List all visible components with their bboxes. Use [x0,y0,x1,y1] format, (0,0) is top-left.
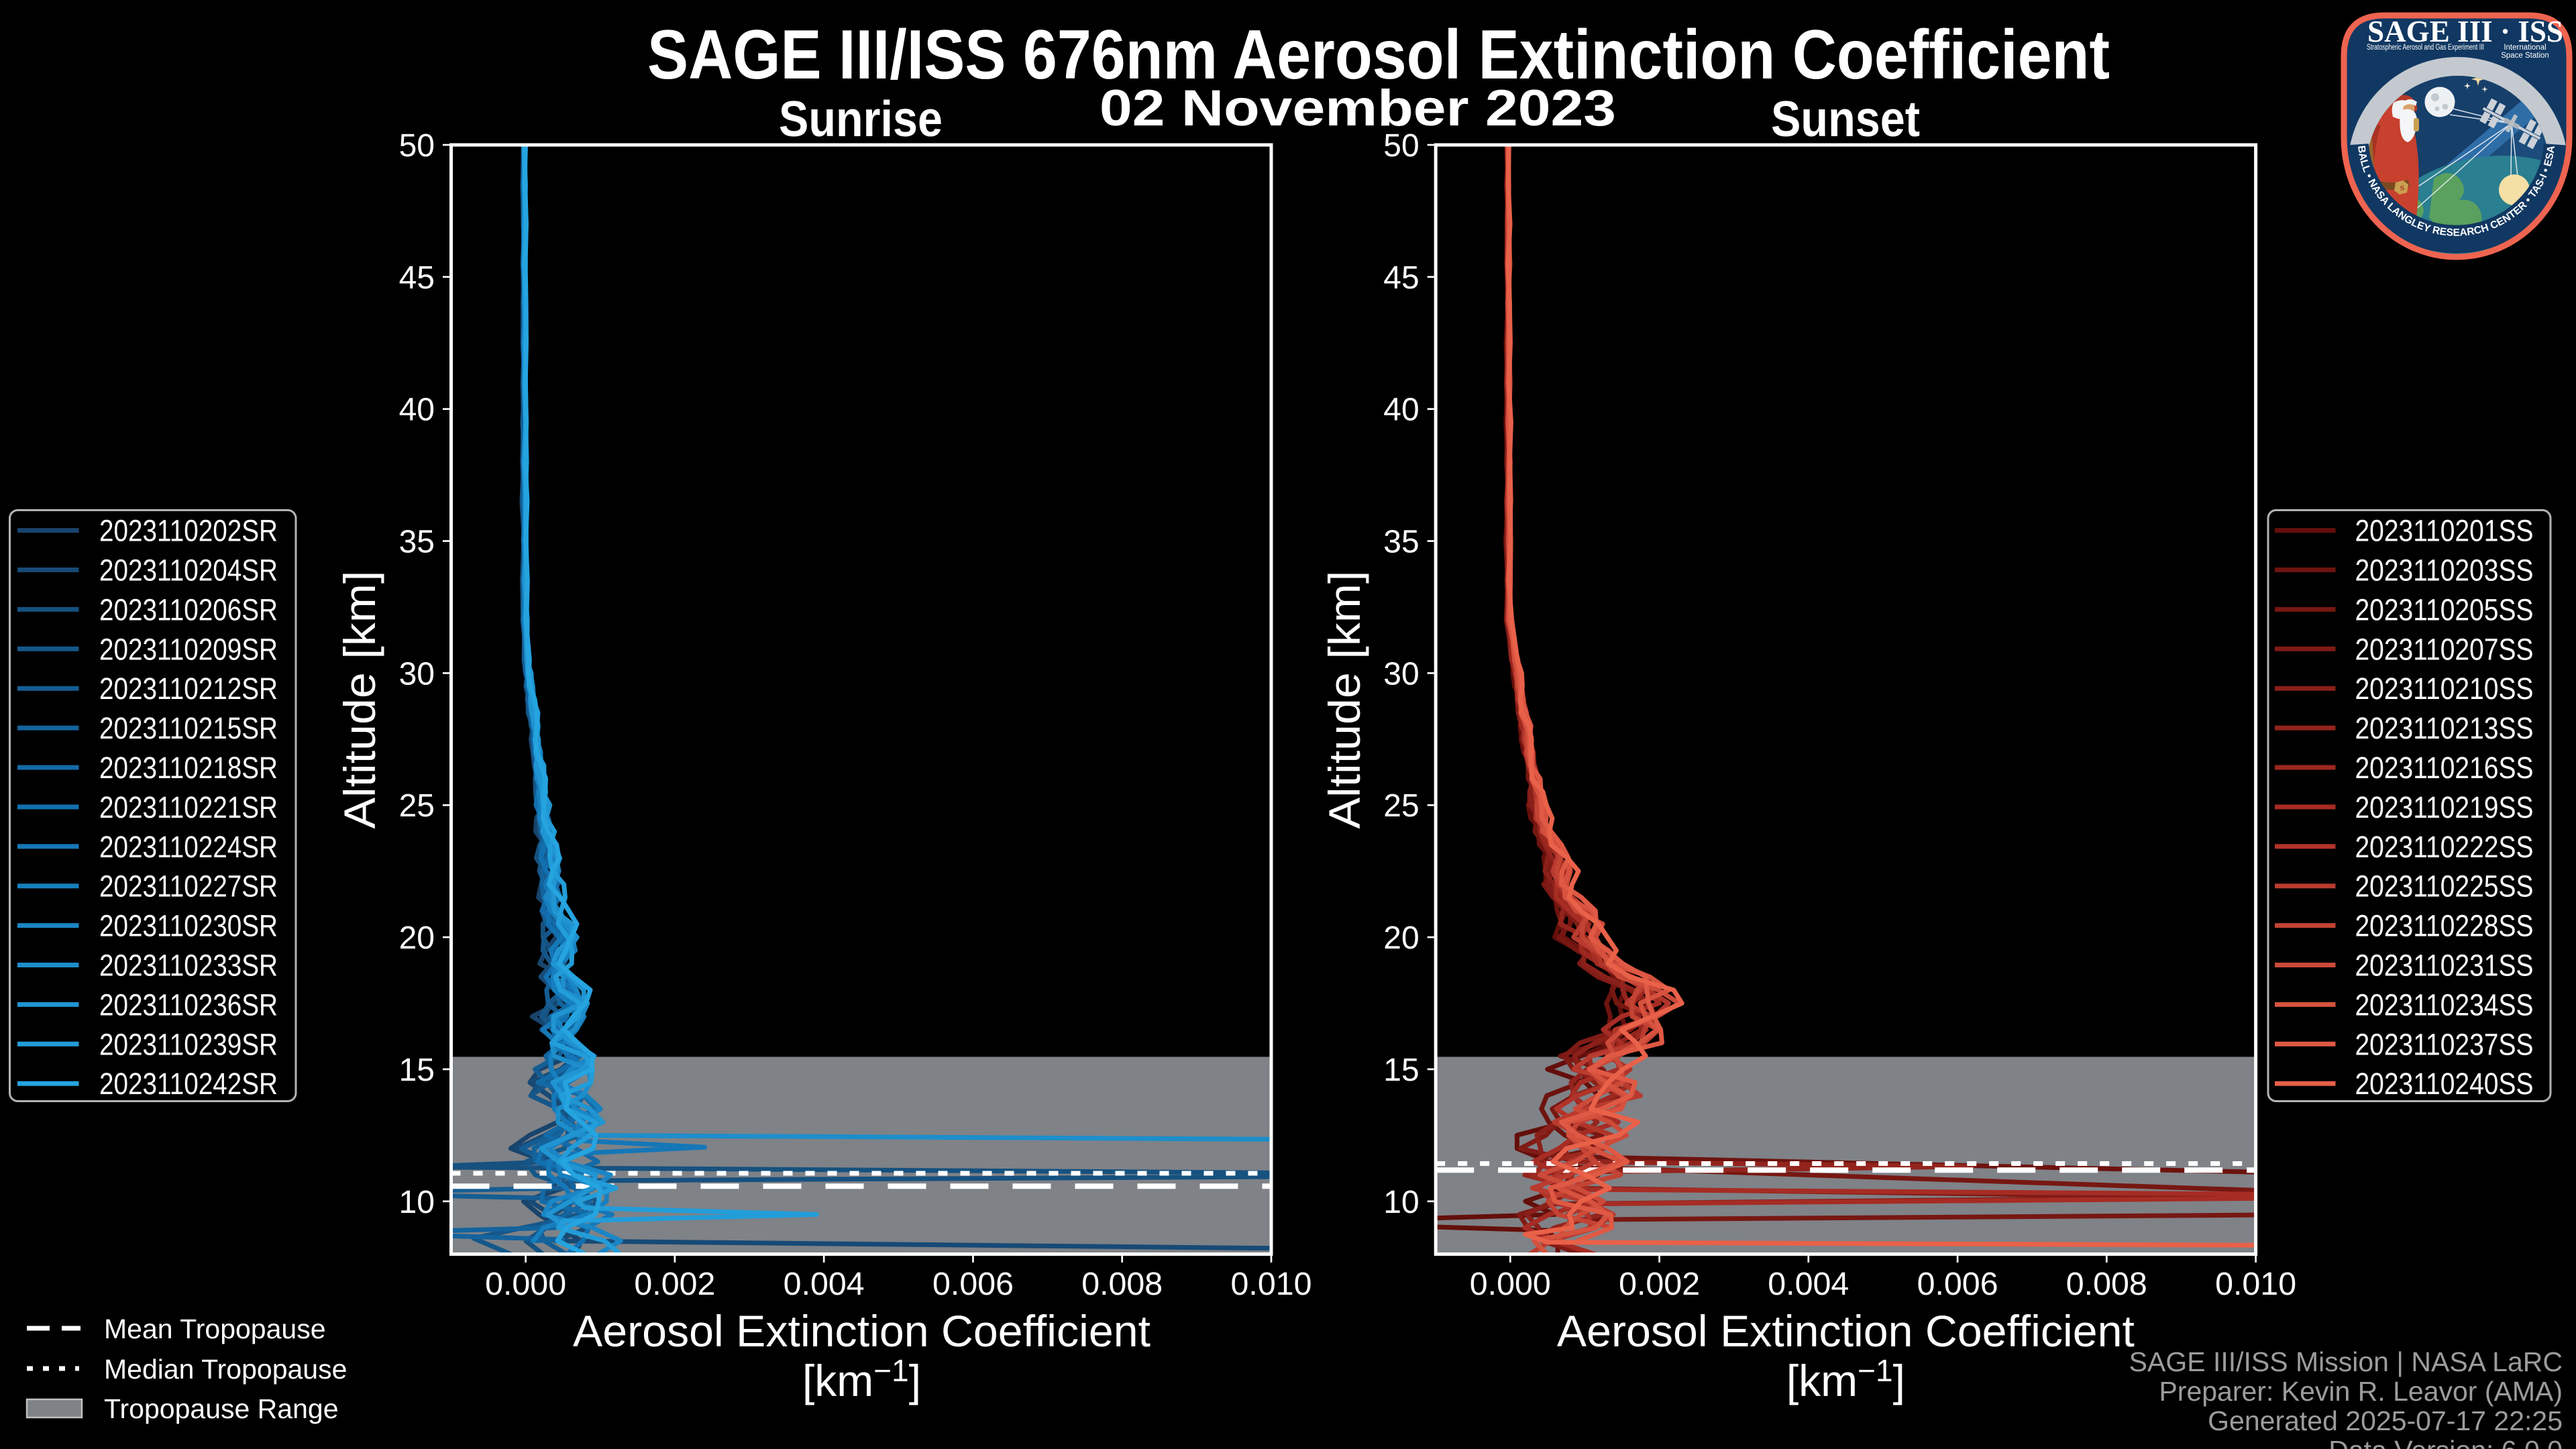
svg-text:15: 15 [1383,1053,1419,1088]
svg-text:Median Tropopause: Median Tropopause [104,1354,347,1385]
svg-text:2023110233SR: 2023110233SR [99,949,278,983]
svg-text:2023110210SS: 2023110210SS [2355,672,2534,706]
svg-text:2023110207SS: 2023110207SS [2355,632,2534,666]
svg-text:40: 40 [399,392,435,428]
svg-text:2023110213SS: 2023110213SS [2355,711,2534,745]
svg-text:SAGE III · ISS: SAGE III · ISS [2367,14,2563,48]
svg-text:10: 10 [399,1185,435,1220]
svg-text:50: 50 [1383,128,1419,164]
svg-text:2023110234SS: 2023110234SS [2355,987,2534,1022]
svg-text:0.000: 0.000 [485,1267,566,1302]
svg-text:0.010: 0.010 [1231,1267,1312,1302]
svg-text:Tropopause Range: Tropopause Range [104,1393,339,1424]
svg-text:Data Version: 6.0.0: Data Version: 6.0.0 [2328,1435,2563,1449]
svg-text:2023110218SR: 2023110218SR [99,751,278,785]
svg-text:25: 25 [399,788,435,824]
svg-text:SAGE III/ISS Mission | NASA La: SAGE III/ISS Mission | NASA LaRC [2129,1346,2563,1377]
svg-text:2023110203SS: 2023110203SS [2355,553,2534,588]
svg-text:Sunrise: Sunrise [779,91,943,147]
svg-text:Mean Tropopause: Mean Tropopause [104,1313,326,1344]
svg-text:15: 15 [399,1053,435,1088]
svg-text:Preparer: Kevin R. Leavor (AMA: Preparer: Kevin R. Leavor (AMA) [2159,1376,2563,1407]
svg-text:02 November 2023: 02 November 2023 [1099,80,1616,137]
svg-text:2023110225SS: 2023110225SS [2355,869,2534,904]
svg-text:30: 30 [399,656,435,692]
svg-text:2023110237SS: 2023110237SS [2355,1027,2534,1061]
svg-text:2023110205SS: 2023110205SS [2355,592,2534,627]
svg-text:45: 45 [399,260,435,296]
svg-text:0.004: 0.004 [784,1267,865,1302]
svg-text:Stratospheric Aerosol and Gas: Stratospheric Aerosol and Gas Experiment… [2367,44,2484,52]
svg-text:0.006: 0.006 [932,1267,1014,1302]
svg-text:0.002: 0.002 [1619,1267,1700,1302]
svg-text:50: 50 [399,128,435,164]
svg-text:0.002: 0.002 [634,1267,715,1302]
svg-text:20: 20 [399,920,435,956]
svg-text:2023110231SS: 2023110231SS [2355,949,2534,983]
svg-text:Altitude [km]: Altitude [km] [335,571,384,829]
svg-text:2023110230SR: 2023110230SR [99,909,278,943]
svg-text:Altitude [km]: Altitude [km] [1320,571,1369,829]
svg-text:10: 10 [1383,1185,1419,1220]
svg-text:Aerosol Extinction Coefficient: Aerosol Extinction Coefficient [573,1306,1150,1356]
svg-text:0.006: 0.006 [1917,1267,1998,1302]
svg-text:SAGE III/ISS 676nm Aerosol Ext: SAGE III/ISS 676nm Aerosol Extinction Co… [647,16,2110,94]
svg-text:25: 25 [1383,788,1419,824]
svg-text:2023110216SS: 2023110216SS [2355,751,2534,785]
svg-text:0.004: 0.004 [1768,1267,1849,1302]
svg-text:Aerosol Extinction Coefficient: Aerosol Extinction Coefficient [1557,1306,2135,1356]
svg-text:2023110221SR: 2023110221SR [99,790,278,824]
svg-text:40: 40 [1383,392,1419,428]
svg-text:2023110201SS: 2023110201SS [2355,514,2534,548]
svg-text:Space Station: Space Station [2501,52,2549,60]
svg-text:35: 35 [1383,525,1419,560]
svg-text:2023110236SR: 2023110236SR [99,987,278,1022]
svg-text:35: 35 [399,525,435,560]
svg-text:2023110206SR: 2023110206SR [99,592,278,627]
svg-text:2023110212SR: 2023110212SR [99,672,278,706]
svg-text:S: S [2400,183,2405,193]
svg-text:0.008: 0.008 [1081,1267,1163,1302]
svg-text:Generated 2025-07-17 22:25: Generated 2025-07-17 22:25 [2208,1405,2563,1436]
svg-text:[km−1]: [km−1] [1786,1353,1905,1405]
svg-text:2023110215SR: 2023110215SR [99,711,278,745]
svg-text:2023110219SS: 2023110219SS [2355,790,2534,824]
svg-text:0.000: 0.000 [1470,1267,1551,1302]
svg-text:20: 20 [1383,920,1419,956]
svg-text:0.010: 0.010 [2215,1267,2296,1302]
svg-text:2023110242SR: 2023110242SR [99,1067,278,1101]
svg-text:2023110202SR: 2023110202SR [99,514,278,548]
svg-text:2023110224SR: 2023110224SR [99,830,278,864]
svg-text:0.008: 0.008 [2066,1267,2147,1302]
svg-text:2023110227SR: 2023110227SR [99,869,278,904]
svg-text:2023110204SR: 2023110204SR [99,553,278,588]
svg-text:2023110222SS: 2023110222SS [2355,830,2534,864]
svg-text:International: International [2504,44,2546,52]
svg-text:2023110209SR: 2023110209SR [99,632,278,666]
svg-text:45: 45 [1383,260,1419,296]
svg-text:2023110239SR: 2023110239SR [99,1027,278,1061]
svg-text:2023110228SS: 2023110228SS [2355,909,2534,943]
svg-text:30: 30 [1383,656,1419,692]
svg-text:2023110240SS: 2023110240SS [2355,1067,2534,1101]
svg-text:Sunset: Sunset [1771,91,1920,147]
